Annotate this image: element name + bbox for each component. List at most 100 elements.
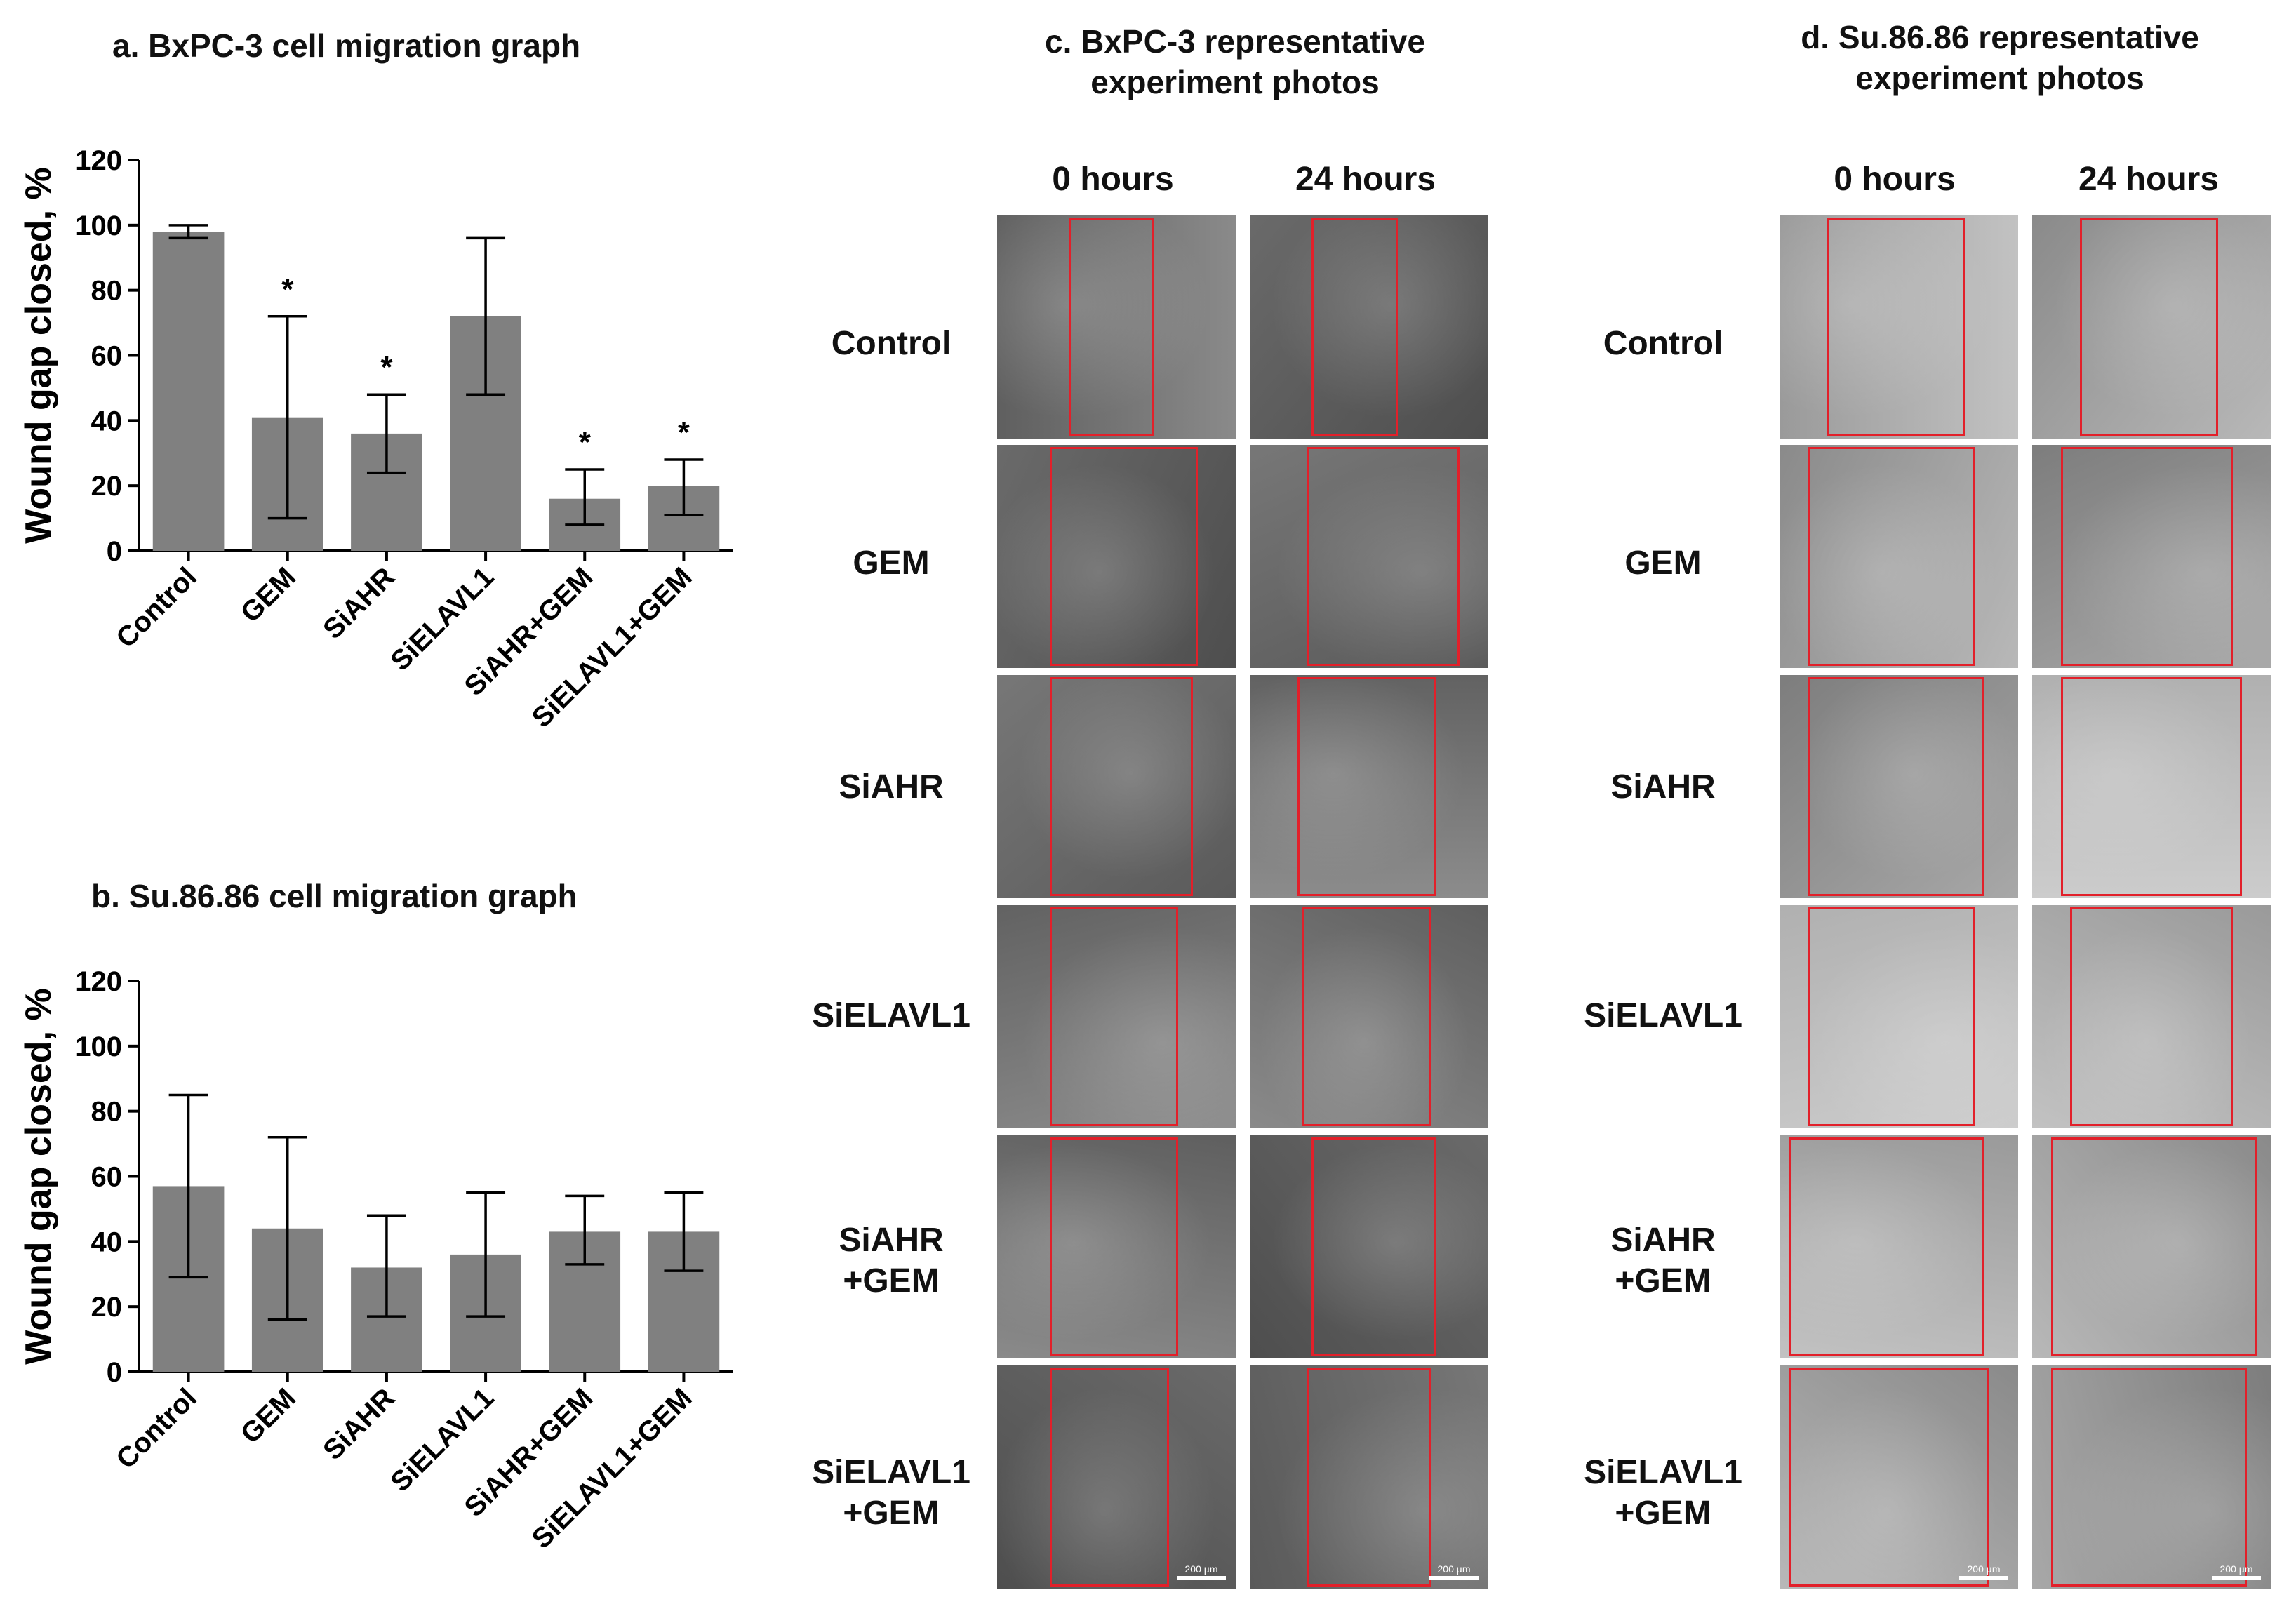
chart-a-y-axis-label: Wound gap closed, % bbox=[18, 167, 59, 543]
scale-bar-label: 200 µm bbox=[1184, 1563, 1218, 1575]
scale-bar-label: 200 µm bbox=[1437, 1563, 1471, 1575]
wound-gap-outline bbox=[1297, 677, 1436, 896]
panel-d-row-label-line: GEM bbox=[1624, 545, 1702, 582]
panel-c-photo-24h bbox=[1250, 1135, 1488, 1358]
chart-a-y-tick-label: 60 bbox=[91, 341, 123, 372]
panel-c-photo-24h: 200 µm bbox=[1250, 1365, 1488, 1589]
panel-d-photo-24h bbox=[2032, 215, 2271, 439]
panel-d-photo-24h bbox=[2032, 905, 2271, 1128]
chart-b-y-tick-label: 40 bbox=[91, 1227, 123, 1257]
chart-a-significance-star: * bbox=[579, 425, 592, 460]
panel-c-photo-0h bbox=[997, 1135, 1236, 1358]
panel-c-row-label-line: SiELAVL1 bbox=[812, 1454, 970, 1491]
panel-c-photo-24h bbox=[1250, 675, 1488, 898]
wound-gap-outline bbox=[1311, 1137, 1436, 1356]
scale-bar-label: 200 µm bbox=[2220, 1563, 2253, 1575]
scale-bar-label: 200 µm bbox=[1967, 1563, 2001, 1575]
panel-c-photo-0h bbox=[997, 215, 1236, 439]
panel-d-row-label-line: SiAHR bbox=[1610, 768, 1716, 806]
wound-gap-outline bbox=[1049, 1368, 1169, 1587]
panel-d-row-label: SiELAVL1 bbox=[1558, 967, 1768, 1065]
chart-a: Wound gap closed, % 0 20 40 60 80 100 120 Contro… bbox=[18, 145, 733, 733]
chart-b-title: b. Su.86.86 cell migration graph bbox=[91, 878, 578, 914]
panel-d-photo-0h bbox=[1780, 1135, 2018, 1358]
chart-a-y-tick-label: 0 bbox=[107, 536, 122, 567]
wound-gap-outline bbox=[1808, 677, 1985, 896]
chart-b-y-tick-label: 60 bbox=[91, 1162, 123, 1193]
chart-b-y-tick-label: 100 bbox=[75, 1031, 122, 1062]
wound-gap-outline bbox=[2070, 907, 2233, 1126]
chart-a-y-tick-label: 20 bbox=[91, 471, 123, 502]
panel-d-row-label-line: SiELAVL1 bbox=[1584, 997, 1742, 1034]
panel-d-photo-24h bbox=[2032, 445, 2271, 668]
panel-c-title: c. BxPC-3 representative experiment phot… bbox=[968, 21, 1502, 102]
panel-d-row-label: SiAHR bbox=[1558, 738, 1768, 836]
scale-bar: 200 µm bbox=[1177, 1563, 1226, 1580]
chart-b-x-tick-label: SiAHR bbox=[317, 1382, 401, 1466]
wound-gap-outline bbox=[1307, 1368, 1431, 1587]
panel-d-title-line2: experiment photos bbox=[1855, 60, 2144, 96]
panel-d-photo-0h bbox=[1780, 445, 2018, 668]
wound-gap-outline bbox=[1049, 1137, 1179, 1356]
panel-d-row-label-line: +GEM bbox=[1615, 1495, 1711, 1532]
scale-bar: 200 µm bbox=[1959, 1563, 2008, 1580]
panel-c-row-label-line: +GEM bbox=[843, 1495, 940, 1532]
chart-b-y-tick-label: 20 bbox=[91, 1292, 123, 1323]
chart-b-y-tick-label: 120 bbox=[75, 966, 122, 997]
panel-d-row-label-line: +GEM bbox=[1615, 1262, 1711, 1300]
chart-b-y-tick-label: 80 bbox=[91, 1097, 123, 1128]
panel-c-row-label: SiELAVL1 +GEM bbox=[786, 1444, 996, 1542]
wound-gap-outline bbox=[1049, 677, 1193, 896]
panel-c-row-label: SiAHR bbox=[786, 738, 996, 836]
panel-c-photo-24h bbox=[1250, 215, 1488, 439]
panel-d-photo-0h: 200 µm bbox=[1780, 1365, 2018, 1589]
wound-gap-outline bbox=[1302, 907, 1431, 1126]
wound-gap-outline bbox=[1311, 218, 1398, 436]
chart-a-x-tick-label: GEM bbox=[235, 561, 302, 629]
scale-bar: 200 µm bbox=[1429, 1563, 1479, 1580]
wound-gap-outline bbox=[1808, 447, 1975, 666]
panel-c-photo-0h: 200 µm bbox=[997, 1365, 1236, 1589]
wound-gap-outline bbox=[1049, 907, 1179, 1126]
chart-a-significance-star: * bbox=[380, 350, 393, 385]
panel-c-col-0h: 0 hours bbox=[1052, 161, 1174, 198]
wound-gap-outline bbox=[1789, 1368, 1990, 1587]
panel-c-row-label-line: +GEM bbox=[843, 1262, 940, 1300]
panel-d-title-line1: d. Su.86.86 representative bbox=[1801, 19, 2199, 55]
panel-d-row-label: Control bbox=[1558, 295, 1768, 393]
chart-a-x-tick-label: SiAHR bbox=[317, 561, 401, 645]
panel-d-row-label: SiELAVL1 +GEM bbox=[1558, 1444, 1768, 1542]
chart-a-y-tick-label: 100 bbox=[75, 211, 122, 241]
wound-gap-outline bbox=[1307, 447, 1460, 666]
panel-d-photo-0h bbox=[1780, 675, 2018, 898]
chart-b-x-tick-label: Control bbox=[110, 1382, 203, 1475]
panel-c-photo-24h bbox=[1250, 905, 1488, 1128]
scale-bar-line bbox=[1177, 1576, 1226, 1580]
wound-gap-outline bbox=[2080, 218, 2219, 436]
panel-c-photo-0h bbox=[997, 905, 1236, 1128]
panel-d-photo-0h bbox=[1780, 905, 2018, 1128]
panel-c-photo-0h bbox=[997, 445, 1236, 668]
chart-a-y-tick-label: 80 bbox=[91, 276, 123, 307]
panel-d-photo-24h: 200 µm bbox=[2032, 1365, 2271, 1589]
chart-a-title: a. BxPC-3 cell migration graph bbox=[112, 27, 581, 64]
panel-c-title-line2: experiment photos bbox=[1090, 64, 1380, 100]
panel-d-row-label-line: Control bbox=[1603, 325, 1723, 362]
chart-a-x-tick-label: Control bbox=[110, 561, 203, 654]
panel-c-row-label: SiAHR +GEM bbox=[786, 1212, 996, 1310]
panel-c-row-label: GEM bbox=[786, 514, 996, 613]
scale-bar: 200 µm bbox=[2212, 1563, 2261, 1580]
wound-gap-outline bbox=[2051, 1368, 2247, 1587]
chart-b-y-tick-label: 0 bbox=[107, 1357, 122, 1388]
scale-bar-line bbox=[1429, 1576, 1479, 1580]
panel-c-row-label-line: SiELAVL1 bbox=[812, 997, 970, 1034]
chart-b-y-axis-label: Wound gap closed, % bbox=[18, 988, 59, 1364]
wound-gap-outline bbox=[1808, 907, 1975, 1126]
panel-d-col-0h: 0 hours bbox=[1834, 161, 1956, 198]
panel-c-row-label-line: Control bbox=[831, 325, 952, 362]
panel-c-col-24h: 24 hours bbox=[1295, 161, 1436, 198]
chart-b-x-tick-label: GEM bbox=[235, 1382, 302, 1450]
panel-c-row-label-line: SiAHR bbox=[839, 768, 944, 806]
chart-a-y-tick-label: 120 bbox=[75, 145, 122, 176]
